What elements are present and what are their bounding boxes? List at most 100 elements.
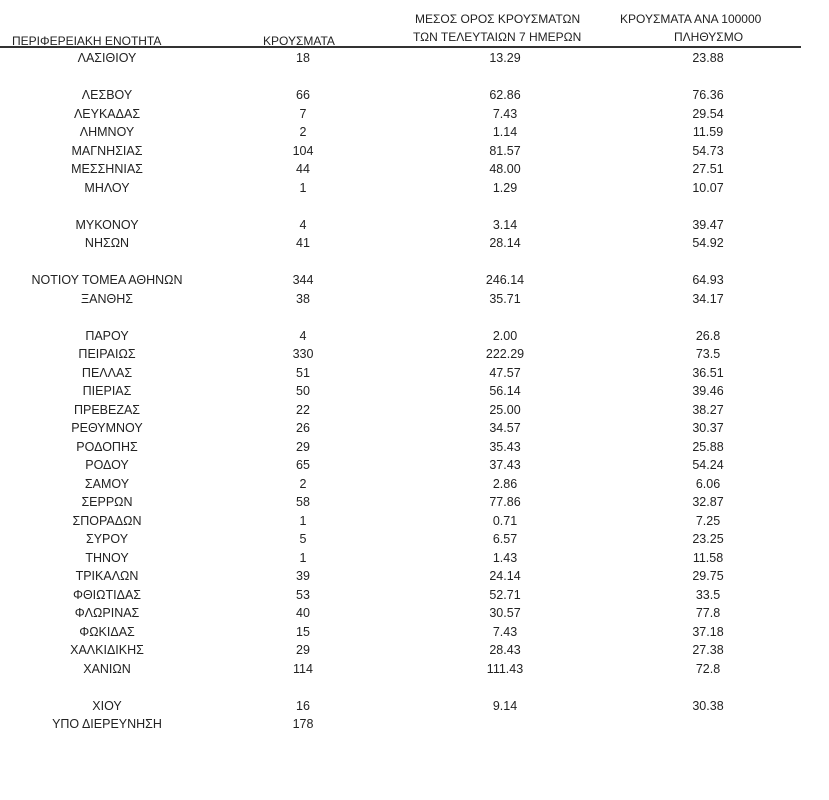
cell-avg7: 77.86 <box>489 495 521 509</box>
cell-per100k: 33.5 <box>695 587 721 602</box>
cell-per100k: 23.88 <box>692 51 724 65</box>
cell-avg7: 28.43 <box>489 643 521 657</box>
cell-avg7: 7.43 <box>492 106 518 121</box>
cell-region: ΜΕΣΣΗΝΙΑΣ <box>71 162 143 176</box>
cell-region: ΠΑΡΟΥ <box>85 328 129 343</box>
blank-row <box>0 253 829 272</box>
cell-avg7: 34.57 <box>489 421 521 435</box>
cell-region: ΛΕΥΚΑΔΑΣ <box>73 106 141 121</box>
table-row: ΧΙΟΥ 16 9.14 30.38 <box>0 697 829 716</box>
cell-avg7: 47.57 <box>489 365 521 380</box>
cell-cases: 22 <box>296 402 310 417</box>
cell-cases: 4 <box>299 328 307 343</box>
cell-cases: 2 <box>299 476 307 491</box>
cell-cases: 2 <box>299 125 307 139</box>
cell-cases: 50 <box>296 384 310 398</box>
table-row: ΡΟΔΟΥ 65 37.43 54.24 <box>0 456 829 475</box>
cell-avg7: 25.00 <box>489 402 521 417</box>
cell-per100k: 39.46 <box>692 384 724 398</box>
cell-per100k: 10.07 <box>692 180 724 195</box>
cell-cases: 58 <box>296 495 310 509</box>
cell-cases: 344 <box>292 273 314 287</box>
cell-region: ΣΕΡΡΩΝ <box>81 495 133 509</box>
cell-per100k: 25.88 <box>692 439 724 454</box>
cell-cases: 38 <box>296 291 310 306</box>
cell-per100k: 76.36 <box>692 88 724 102</box>
cell-avg7: 2.00 <box>492 328 518 343</box>
blank-row <box>0 68 829 87</box>
cell-region: ΠΕΛΛΑΣ <box>81 365 133 380</box>
table-row: ΜΑΓΝΗΣΙΑΣ 104 81.57 54.73 <box>0 142 829 161</box>
cell-region: ΣΠΟΡΑΔΩΝ <box>72 513 142 528</box>
cell-avg7: 35.71 <box>489 291 521 306</box>
cell-avg7: 1.43 <box>492 550 518 565</box>
cell-per100k: 30.38 <box>692 698 724 713</box>
table-row: ΥΠΟ ΔΙΕΡΕΥΝΗΣΗ 178 <box>0 715 829 734</box>
cell-per100k: 11.59 <box>692 125 724 139</box>
cell-avg7: 6.57 <box>492 532 518 546</box>
table-row: ΣΥΡΟΥ 5 6.57 23.25 <box>0 530 829 549</box>
cell-cases: 330 <box>292 347 314 361</box>
cell-region: ΤΡΙΚΑΛΩΝ <box>75 569 139 583</box>
table-row: ΠΑΡΟΥ 4 2.00 26.8 <box>0 327 829 346</box>
cell-region: ΧΑΛΚΙΔΙΚΗΣ <box>70 643 144 657</box>
cell-region: ΡΕΘΥΜΝΟΥ <box>71 421 143 435</box>
header-divider <box>0 46 801 48</box>
table-row: ΦΘΙΩΤΙΔΑΣ 53 52.71 33.5 <box>0 586 829 605</box>
header-region: ΠΕΡΙΦΕΡΕΙΑΚΗ ΕΝΟΤΗΤΑ <box>12 34 162 48</box>
cell-per100k: 27.38 <box>692 643 724 657</box>
cell-avg7: 222.29 <box>485 347 525 361</box>
cell-region: ΜΗΛΟΥ <box>84 180 130 195</box>
cell-region: ΛΕΣΒΟΥ <box>81 88 133 102</box>
cell-cases: 53 <box>296 587 310 602</box>
blank-row <box>0 308 829 327</box>
cell-region: ΜΥΚΟΝΟΥ <box>75 217 139 232</box>
cell-avg7: 111.43 <box>486 661 524 676</box>
cell-cases: 66 <box>296 88 310 102</box>
table-row: ΡΕΘΥΜΝΟΥ 26 34.57 30.37 <box>0 419 829 438</box>
cell-cases: 44 <box>296 162 310 176</box>
table-row: ΜΥΚΟΝΟΥ 4 3.14 39.47 <box>0 216 829 235</box>
cell-per100k: 26.8 <box>695 328 721 343</box>
cell-region: ΡΟΔΟΠΗΣ <box>76 439 138 454</box>
cell-avg7: 246.14 <box>485 273 525 287</box>
blank-row <box>0 197 829 216</box>
cell-per100k: 39.47 <box>692 217 724 232</box>
cell-per100k: 54.24 <box>692 458 724 472</box>
cell-avg7: 56.14 <box>489 384 521 398</box>
cell-avg7: 1.29 <box>492 180 518 195</box>
cell-per100k: 64.93 <box>692 273 724 287</box>
cell-region: ΧΙΟΥ <box>92 698 122 713</box>
cell-avg7: 81.57 <box>489 143 521 158</box>
cell-region: ΛΑΣΙΘΙΟΥ <box>77 51 137 65</box>
header-per100k-line1: ΚΡΟΥΣΜΑΤΑ ΑΝΑ 100000 <box>620 12 762 26</box>
cell-region: ΠΕΙΡΑΙΩΣ <box>78 347 136 361</box>
table-row: ΤΗΝΟΥ 1 1.43 11.58 <box>0 549 829 568</box>
cell-per100k: 77.8 <box>695 606 721 620</box>
cell-per100k: 54.92 <box>692 236 724 250</box>
cell-cases: 51 <box>296 365 310 380</box>
cell-per100k: 30.37 <box>692 421 724 435</box>
table-row: ΧΑΛΚΙΔΙΚΗΣ 29 28.43 27.38 <box>0 641 829 660</box>
cell-cases: 104 <box>292 143 314 158</box>
table-row: ΠΡΕΒΕΖΑΣ 22 25.00 38.27 <box>0 401 829 420</box>
cell-region: ΞΑΝΘΗΣ <box>81 291 133 306</box>
cell-cases: 26 <box>296 421 310 435</box>
table-row: ΛΕΥΚΑΔΑΣ 7 7.43 29.54 <box>0 105 829 124</box>
cell-region: ΠΙΕΡΙΑΣ <box>82 384 132 398</box>
table-row: ΜΕΣΣΗΝΙΑΣ 44 48.00 27.51 <box>0 160 829 179</box>
cell-per100k: 29.54 <box>692 106 724 121</box>
cell-avg7: 13.29 <box>489 51 521 65</box>
cell-avg7: 3.14 <box>492 217 518 232</box>
cell-cases: 39 <box>296 569 310 583</box>
cell-region: ΜΑΓΝΗΣΙΑΣ <box>71 143 143 158</box>
cell-avg7: 7.43 <box>492 624 518 639</box>
table-row: ΧΑΝΙΩΝ 114 111.43 72.8 <box>0 660 829 679</box>
cell-cases: 1 <box>299 550 307 565</box>
cell-cases: 29 <box>296 643 310 657</box>
cell-region: ΡΟΔΟΥ <box>85 458 129 472</box>
table-row: ΝΟΤΙΟΥ ΤΟΜΕΑ ΑΘΗΝΩΝ 344 246.14 64.93 <box>0 271 829 290</box>
cell-region: ΛΗΜΝΟΥ <box>79 125 135 139</box>
data-table-body: ΛΑΣΙΘΙΟΥ 18 13.29 23.88 ΛΕΣΒΟΥ 66 62.86 76.36 ΛΕ… <box>0 49 829 734</box>
cell-cases: 18 <box>296 51 310 65</box>
